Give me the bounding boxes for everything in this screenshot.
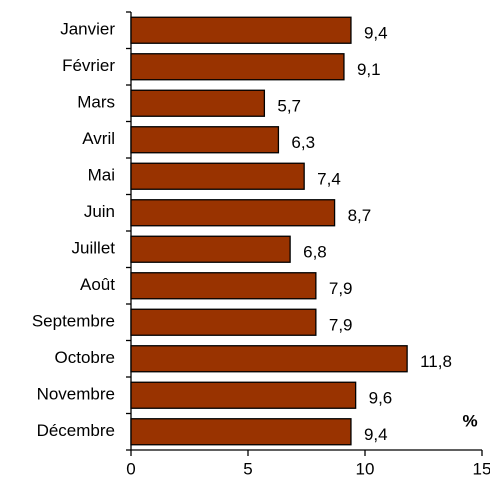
bar <box>130 53 345 81</box>
value-label: 9,6 <box>369 389 393 408</box>
value-label: 11,8 <box>420 352 452 371</box>
bar <box>130 235 291 263</box>
y-tick-label: Décembre <box>37 421 115 440</box>
x-tick-label: 0 <box>126 459 135 478</box>
value-label: 6,8 <box>303 243 327 262</box>
y-tick-label: Octobre <box>55 348 115 367</box>
bar <box>130 89 266 117</box>
bar <box>130 126 280 154</box>
bar <box>130 162 305 190</box>
y-tick-label: Juillet <box>72 239 116 258</box>
value-label: 7,9 <box>329 279 353 298</box>
value-label: 9,4 <box>364 24 388 43</box>
value-label: 7,9 <box>329 316 353 335</box>
y-tick-label: Août <box>80 275 115 294</box>
bar <box>130 381 357 409</box>
y-tick-label: Mai <box>88 166 115 185</box>
bar <box>130 272 317 300</box>
x-tick-label: 5 <box>243 459 252 478</box>
value-label: 8,7 <box>348 206 372 225</box>
y-tick-label: Avril <box>82 129 115 148</box>
value-label: 7,4 <box>317 170 341 189</box>
bar <box>130 199 336 227</box>
y-tick-label: Juin <box>84 202 115 221</box>
bar <box>130 308 317 336</box>
y-tick-label: Novembre <box>37 385 115 404</box>
value-label: 9,1 <box>357 60 381 79</box>
x-tick-label: 10 <box>356 459 375 478</box>
bar <box>130 345 408 373</box>
y-tick-label: Septembre <box>32 312 115 331</box>
unit-annotation: % <box>462 411 477 430</box>
y-tick-label: Janvier <box>60 20 115 39</box>
value-label: 9,4 <box>364 425 388 444</box>
value-label: 6,3 <box>291 133 315 152</box>
x-tick-label: 15 <box>473 459 490 478</box>
y-tick-label: Mars <box>77 93 115 112</box>
y-tick-label: Février <box>62 56 115 75</box>
value-label: 5,7 <box>277 97 301 116</box>
bar <box>130 16 352 44</box>
bar <box>130 418 352 446</box>
